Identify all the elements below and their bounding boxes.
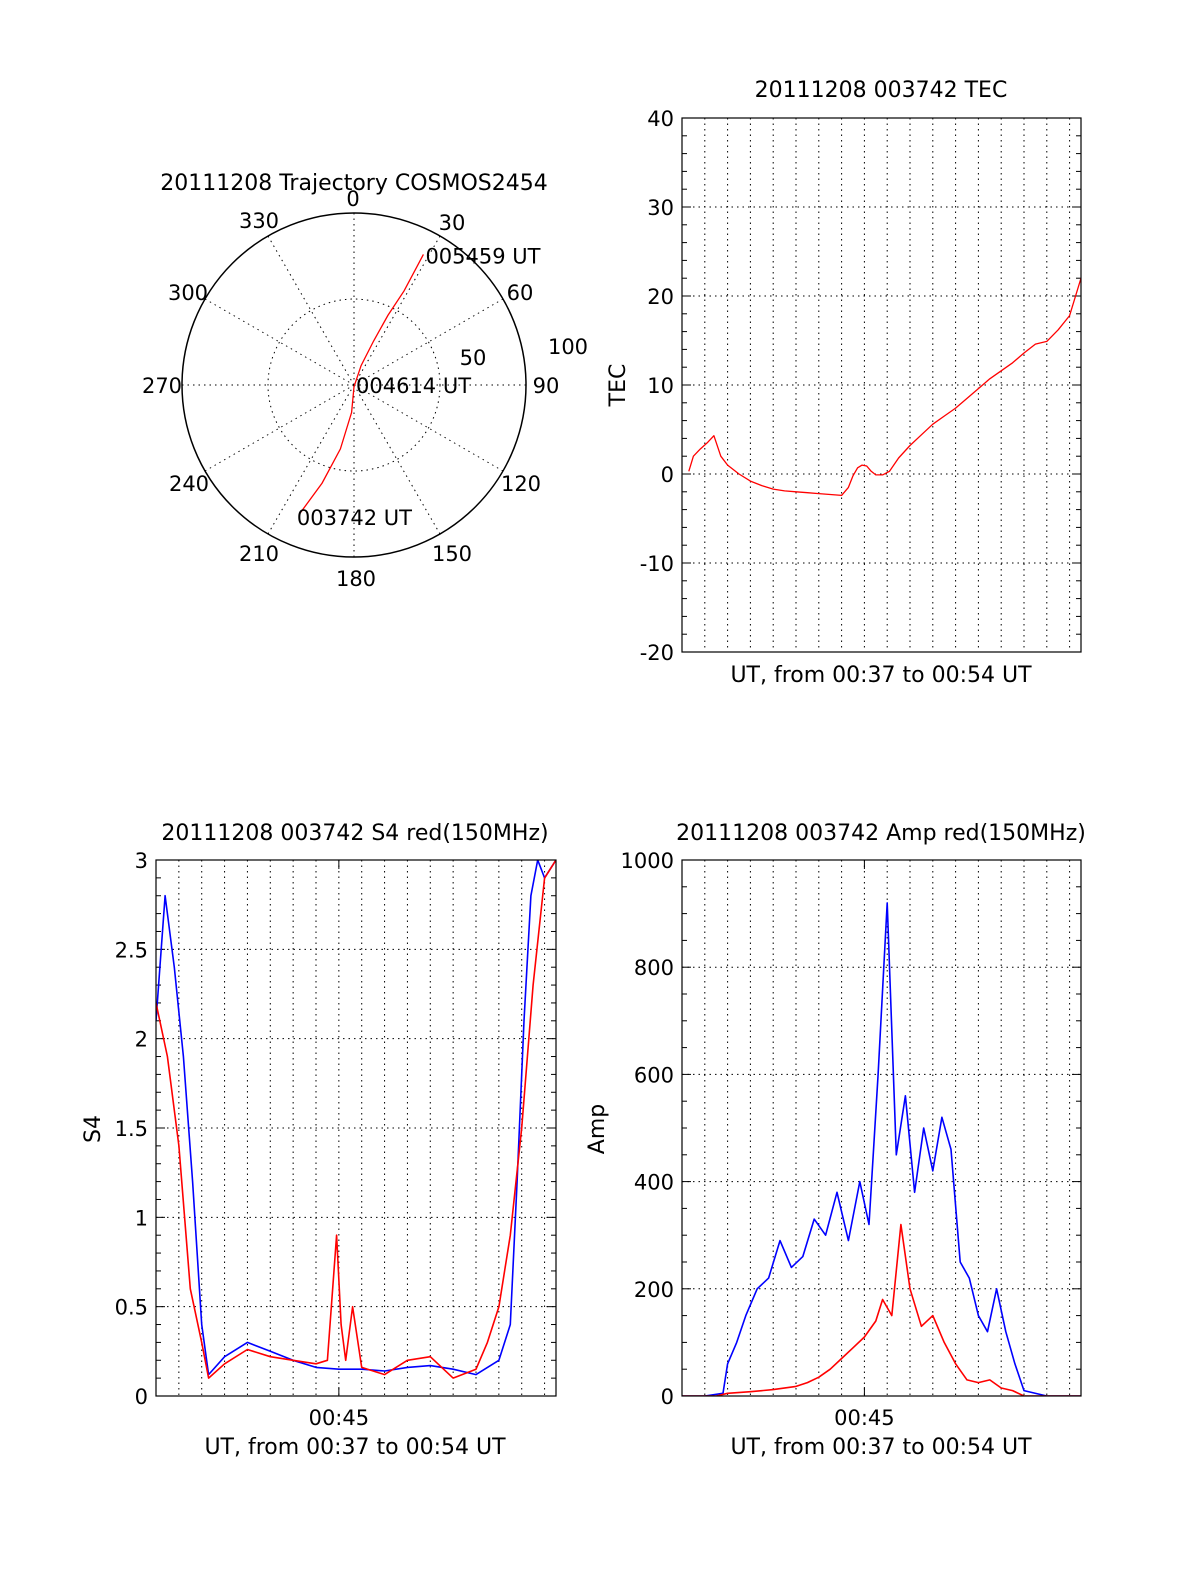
- y-tick-label: -10: [640, 552, 674, 576]
- y-tick-label: 30: [647, 196, 674, 220]
- annotation-start-time: 003742 UT: [297, 506, 412, 530]
- y-tick-label: 20: [647, 285, 674, 309]
- series-group: [682, 902, 1081, 1396]
- y-tick-label: 0: [135, 1385, 148, 1409]
- polar-angle-label: 330: [239, 209, 279, 233]
- y-tick-label: 2: [135, 1028, 148, 1052]
- x-tick-label: 00:45: [834, 1406, 895, 1430]
- polar-angle-label: 300: [168, 281, 208, 305]
- annotation-end-time: 005459 UT: [425, 244, 540, 268]
- y-tick-label: 400: [634, 1171, 674, 1195]
- y-tick-label: 0: [661, 1385, 674, 1409]
- polar-spoke: [267, 384, 355, 535]
- trajectory-polar-panel: 20111208 Trajectory COSMOS2454 0 30 60 90 12…: [142, 171, 588, 591]
- polar-angle-label: 150: [432, 542, 472, 566]
- amp-xlabel: UT, from 00:37 to 00:54 UT: [730, 1435, 1032, 1460]
- s4-xlabel: UT, from 00:37 to 00:54 UT: [204, 1435, 506, 1460]
- s4-title: 20111208 003742 S4 red(150MHz): [161, 821, 548, 846]
- tec-xlabel: UT, from 00:37 to 00:54 UT: [730, 663, 1032, 688]
- polar-angle-label: 240: [169, 472, 209, 496]
- y-tick-label: 200: [634, 1278, 674, 1302]
- polar-angle-label: 0: [346, 187, 359, 211]
- y-tick-label: 800: [634, 956, 674, 980]
- polar-spoke: [204, 384, 355, 472]
- y-tick-label: 1.5: [115, 1117, 148, 1141]
- polar-angle-label: 120: [501, 472, 541, 496]
- tec-ylabel: TEC: [606, 364, 631, 408]
- tec-title: 20111208 003742 TEC: [755, 78, 1008, 103]
- polar-spoke: [353, 298, 504, 386]
- y-tick-label: -20: [640, 641, 674, 665]
- s4-panel: 20111208 003742 S4 red(150MHz) UT, from …: [81, 821, 557, 1460]
- series-line-blue: [156, 860, 556, 1376]
- polar-angle-label: 180: [336, 567, 376, 591]
- series-group: [156, 860, 556, 1379]
- annotation-mid-time: 004614 UT: [356, 374, 471, 398]
- polar-angle-label: 270: [142, 374, 182, 398]
- amp-title: 20111208 003742 Amp red(150MHz): [676, 821, 1086, 846]
- polar-ring-50: [267, 298, 441, 472]
- polar-radius-label: 50: [460, 346, 487, 370]
- amp-panel: 20111208 003742 Amp red(150MHz) UT, from…: [585, 821, 1086, 1460]
- polar-angle-label: 60: [507, 281, 534, 305]
- polar-angle-label: 210: [239, 542, 279, 566]
- series-line-red: [688, 278, 1081, 497]
- polar-outer-circle: [181, 212, 527, 558]
- series-line-red: [682, 1223, 1081, 1396]
- polar-title: 20111208 Trajectory COSMOS2454: [160, 171, 547, 196]
- y-tick-label: 10: [647, 374, 674, 398]
- plot-frame: [155, 859, 557, 1397]
- y-tick-label: 600: [634, 1063, 674, 1087]
- y-tick-label: 0: [661, 463, 674, 487]
- y-tick-label: 1: [135, 1206, 148, 1230]
- polar-spoke: [204, 298, 355, 386]
- y-tick-label: 0.5: [115, 1296, 148, 1320]
- series-line-blue: [682, 902, 1081, 1396]
- y-tick-label: 3: [135, 849, 148, 873]
- polar-spoke: [353, 235, 441, 386]
- s4-ylabel: S4: [81, 1115, 106, 1143]
- polar-radius-label: 100: [548, 335, 588, 359]
- x-tick-label: 00:45: [309, 1406, 370, 1430]
- trajectory-line: [298, 254, 424, 516]
- polar-angle-label: 90: [533, 374, 560, 398]
- plot-frame: [681, 117, 1082, 653]
- series-line-red: [156, 860, 556, 1379]
- plot-frame: [681, 859, 1082, 1397]
- polar-angle-label: 30: [439, 211, 466, 235]
- polar-spoke: [353, 384, 441, 535]
- y-tick-label: 1000: [621, 849, 674, 873]
- polar-spoke: [267, 235, 355, 386]
- y-tick-label: 40: [647, 107, 674, 131]
- amp-ylabel: Amp: [585, 1104, 610, 1154]
- polar-spoke: [353, 384, 504, 472]
- y-tick-label: 2.5: [115, 938, 148, 962]
- series-group: [688, 278, 1081, 497]
- tec-panel: 20111208 003742 TEC UT, from 00:37 to 00…: [606, 78, 1082, 688]
